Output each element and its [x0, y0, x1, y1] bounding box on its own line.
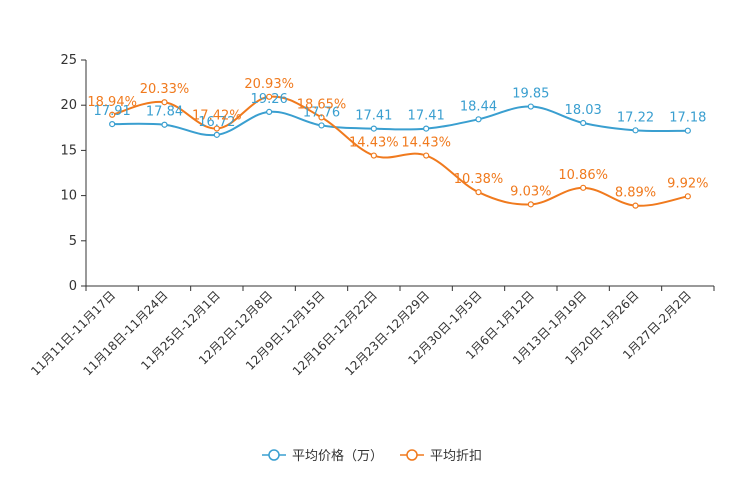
series-line-1 [112, 105, 688, 137]
data-label: 20.33% [140, 82, 190, 97]
y-tick-label: 0 [69, 279, 77, 294]
y-tick-label: 25 [60, 53, 77, 68]
data-point[interactable] [318, 122, 325, 129]
data-label: 18.65% [297, 97, 347, 112]
y-tick-label: 10 [60, 189, 77, 204]
data-point[interactable] [580, 184, 587, 191]
data-label: 17.76 [303, 105, 340, 120]
data-point[interactable] [475, 189, 482, 196]
data-label: 17.91 [94, 104, 131, 119]
data-label: 17.42% [192, 109, 242, 124]
data-point[interactable] [213, 125, 220, 132]
data-point[interactable] [475, 116, 482, 123]
data-point[interactable] [161, 121, 168, 128]
data-label: 17.41 [408, 109, 445, 124]
data-point[interactable] [580, 119, 587, 127]
series-layer [109, 93, 691, 209]
data-point[interactable] [684, 193, 691, 200]
legend: 平均价格（万） 平均折扣 [262, 448, 482, 464]
data-label: 18.44 [460, 99, 497, 114]
data-label: 17.84 [146, 105, 183, 120]
data-point[interactable] [266, 93, 273, 100]
legend-label: 平均折扣 [430, 449, 482, 464]
data-label: 9.03% [510, 184, 551, 199]
legend-marker [406, 449, 418, 461]
data-label: 14.43% [349, 136, 399, 151]
data-label: 18.94% [87, 95, 137, 110]
y-tick-label: 15 [60, 143, 77, 158]
legend-marker [268, 449, 280, 461]
data-point[interactable] [318, 114, 325, 121]
data-label: 19.85 [512, 87, 549, 102]
data-point[interactable] [423, 125, 430, 132]
data-point[interactable] [632, 202, 639, 209]
data-label: 14.43% [401, 136, 451, 151]
data-point[interactable] [527, 201, 534, 208]
data-label: 10.38% [454, 172, 504, 187]
data-point[interactable] [109, 111, 116, 118]
data-point[interactable] [109, 120, 116, 128]
data-label: 16.72 [198, 115, 235, 130]
data-point[interactable] [266, 108, 273, 115]
x-tick-label: 11月11日-11月17日 [28, 288, 118, 378]
data-point[interactable] [632, 127, 639, 134]
data-point[interactable] [684, 127, 691, 134]
data-point[interactable] [423, 152, 430, 159]
y-tick-label: 5 [69, 234, 77, 249]
data-point[interactable] [370, 125, 377, 132]
data-point[interactable] [527, 103, 534, 110]
legend-item-1[interactable]: 平均价格（万） [262, 448, 383, 464]
legend-item-2[interactable]: 平均折扣 [400, 449, 482, 464]
data-point[interactable] [213, 131, 220, 138]
data-label: 17.41 [355, 109, 392, 124]
data-label: 19.26 [251, 92, 288, 107]
data-point[interactable] [161, 99, 168, 106]
data-labels: 17.91 17.84 16.72 19.26 17.76 17.41 17.41 18.44… [87, 77, 708, 201]
data-label: 10.86% [558, 168, 608, 183]
legend-label: 平均价格（万） [292, 448, 383, 464]
data-label: 17.18 [669, 111, 706, 126]
data-label: 17.22 [617, 110, 654, 125]
data-label: 8.89% [615, 186, 656, 201]
data-label: 18.03 [565, 103, 602, 118]
data-label: 9.92% [667, 176, 708, 191]
data-label: 20.93% [244, 77, 294, 92]
y-tick-label: 20 [60, 98, 77, 113]
data-point[interactable] [370, 152, 377, 159]
